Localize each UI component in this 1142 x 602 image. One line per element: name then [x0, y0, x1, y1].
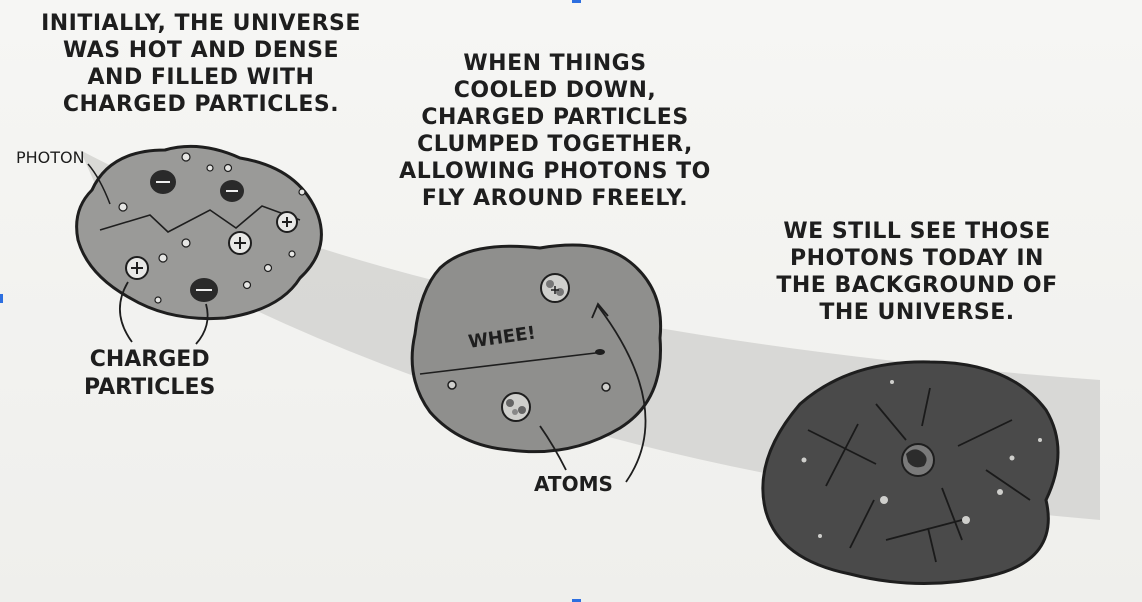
caption-today-line: PHOTONS TODAY IN [790, 246, 1044, 271]
caption-today-line: THE UNIVERSE. [819, 300, 1015, 325]
atoms-label: ATOMS [534, 472, 613, 496]
free-photon-path [419, 351, 605, 375]
charged-particles-label-line: PARTICLES [84, 375, 216, 400]
caption-today: WE STILL SEE THOSE PHOTONS TODAY IN THE … [752, 218, 1082, 326]
plus-particle-icon [228, 231, 252, 255]
scan-edge-mark [572, 0, 581, 3]
caption-initial-line: AND FILLED WITH [87, 65, 315, 90]
photon-tracks [807, 387, 1031, 563]
cooled-universe-blob [410, 243, 663, 454]
caption-cooled-line: CHARGED PARTICLES [421, 105, 689, 130]
trapped-photon-path [99, 205, 301, 233]
atoms-pointer-2 [597, 305, 647, 483]
caption-today-line: THE BACKGROUND OF [776, 273, 1058, 298]
caption-cooled-line: CLUMPED TOGETHER, [417, 132, 693, 157]
caption-initial-line: WAS HOT AND DENSE [62, 38, 340, 63]
caption-cooled-line: COOLED DOWN, [453, 78, 657, 103]
caption-initial-line: INITIALLY, THE UNIVERSE [41, 11, 361, 36]
present-universe-blob [761, 360, 1060, 585]
early-universe-blob [75, 144, 323, 321]
atom-icon [501, 392, 531, 422]
minus-particle-icon [150, 170, 176, 194]
atoms-pointer-1 [539, 425, 567, 471]
charged-pointer-1 [119, 281, 133, 343]
caption-initial-line: CHARGED PARTICLES. [62, 92, 340, 117]
caption-today-line: WE STILL SEE THOSE [783, 219, 1051, 244]
atom-icon [540, 273, 570, 303]
caption-cooled: WHEN THINGS COOLED DOWN, CHARGED PARTICL… [380, 50, 730, 212]
scan-edge-mark [0, 294, 3, 303]
minus-particle-icon [220, 180, 244, 202]
small-particles [118, 152, 306, 304]
photon-pointer [87, 163, 111, 205]
charged-particles-label: CHARGED PARTICLES [84, 346, 215, 402]
photon-label: PHOTON [16, 148, 85, 167]
scan-edge-mark [572, 599, 581, 602]
caption-cooled-line: FLY AROUND FREELY. [421, 186, 689, 211]
plus-particle-icon [276, 211, 298, 233]
charged-particles-label-line: CHARGED [89, 347, 210, 372]
charged-pointer-2 [195, 303, 209, 345]
plus-particle-icon [125, 256, 149, 280]
caption-cooled-line: WHEN THINGS [463, 51, 647, 76]
caption-cooled-line: ALLOWING PHOTONS TO [399, 159, 711, 184]
minus-particle-icon [190, 278, 218, 302]
earth-icon [901, 443, 935, 477]
caption-initial: INITIALLY, THE UNIVERSE WAS HOT AND DENS… [26, 10, 376, 118]
stars [801, 380, 1042, 538]
